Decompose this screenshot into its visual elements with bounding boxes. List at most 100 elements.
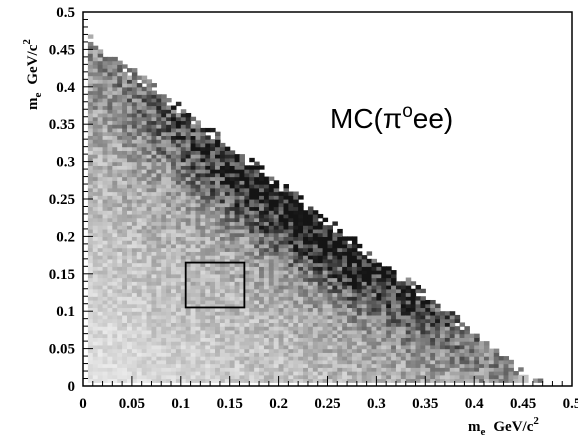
heatmap-cell: [122, 217, 128, 223]
x-tick-label: 0.2: [269, 396, 288, 412]
heatmap-cell: [87, 60, 94, 65]
heatmap-cell: [342, 337, 348, 342]
heatmap-cell: [122, 329, 128, 335]
heatmap-cell: [288, 206, 294, 211]
heatmap-cell: [102, 251, 109, 256]
heatmap-cell: [141, 333, 148, 338]
heatmap-cell: [92, 202, 99, 208]
heatmap-cell: [278, 266, 285, 271]
heatmap-cell: [117, 157, 123, 163]
heatmap-cell: [259, 299, 265, 305]
heatmap-cell: [107, 281, 113, 286]
heatmap-cell: [122, 281, 128, 286]
heatmap-cell: [102, 378, 109, 383]
heatmap-cell: [351, 240, 358, 245]
heatmap-cell: [127, 367, 133, 372]
heatmap-cell: [483, 348, 490, 353]
heatmap-cell: [322, 217, 329, 223]
heatmap-cell: [224, 187, 231, 193]
heatmap-cell: [131, 150, 138, 155]
heatmap-cell: [234, 318, 241, 324]
heatmap-cell: [219, 367, 226, 372]
heatmap-cell: [229, 172, 236, 178]
heatmap-cell: [464, 356, 470, 361]
heatmap-cell: [293, 367, 299, 372]
heatmap-cell: [136, 232, 143, 237]
heatmap-cell: [244, 176, 250, 181]
heatmap-cell: [87, 228, 94, 234]
heatmap-cell: [131, 236, 138, 241]
heatmap-cell: [205, 281, 211, 286]
heatmap-cell: [259, 262, 265, 267]
heatmap-cell: [327, 277, 333, 282]
heatmap-cell: [439, 337, 446, 342]
heatmap-cell: [107, 262, 113, 267]
heatmap-cell: [244, 262, 250, 267]
heatmap-cell: [151, 356, 157, 361]
heatmap-cell: [454, 371, 461, 376]
heatmap-cell: [312, 210, 319, 215]
heatmap-cell: [347, 270, 353, 275]
heatmap-cell: [131, 374, 138, 380]
heatmap-cell: [454, 359, 461, 365]
heatmap-cell: [195, 303, 201, 309]
heatmap-cell: [180, 213, 187, 219]
heatmap-cell: [171, 247, 177, 252]
heatmap-cell: [322, 299, 329, 305]
heatmap-cell: [151, 83, 157, 88]
heatmap-cell: [239, 363, 245, 368]
heatmap-cell: [112, 277, 118, 282]
heatmap-cell: [278, 217, 285, 223]
heatmap-cell: [469, 374, 475, 380]
heatmap-cell: [327, 232, 333, 237]
heatmap-cell: [200, 311, 206, 316]
heatmap-cell: [351, 281, 358, 286]
heatmap-cell: [136, 326, 143, 331]
heatmap-cell: [92, 105, 99, 110]
heatmap-cell: [127, 236, 133, 241]
heatmap-cell: [224, 359, 231, 365]
heatmap-cell: [161, 288, 167, 294]
heatmap-cell: [156, 225, 162, 230]
heatmap-cell: [185, 371, 192, 376]
heatmap-cell: [439, 318, 446, 324]
heatmap-cell: [219, 371, 226, 376]
heatmap-cell: [371, 281, 377, 286]
y-tick-label: 0: [68, 379, 76, 395]
heatmap-cell: [171, 333, 177, 338]
heatmap-cell: [122, 210, 128, 215]
heatmap-cell: [288, 329, 294, 335]
heatmap-cell: [263, 333, 270, 338]
heatmap-cell: [166, 270, 172, 275]
heatmap-cell: [210, 255, 216, 260]
heatmap-cell: [166, 299, 172, 305]
heatmap-cell: [347, 367, 353, 372]
heatmap-cell: [435, 359, 441, 365]
heatmap-cell: [405, 281, 412, 286]
heatmap-cell: [273, 322, 280, 327]
heatmap-cell: [107, 288, 113, 294]
heatmap-cell: [156, 98, 162, 103]
heatmap-cell: [224, 374, 231, 380]
heatmap-cell: [444, 344, 451, 350]
heatmap-cell: [376, 273, 382, 279]
heatmap-cell: [161, 120, 167, 125]
heatmap-cell: [459, 367, 466, 372]
heatmap-cell: [356, 288, 363, 294]
heatmap-cell: [200, 341, 206, 346]
heatmap-cell: [122, 120, 128, 125]
heatmap-cell: [205, 318, 211, 324]
heatmap-cell: [180, 131, 187, 137]
heatmap-cell: [219, 273, 226, 279]
heatmap-cell: [454, 337, 461, 342]
heatmap-cell: [171, 367, 177, 372]
heatmap-cell: [156, 131, 162, 137]
heatmap-cell: [190, 161, 197, 166]
heatmap-cell: [210, 213, 216, 219]
heatmap-cell: [141, 285, 148, 290]
heatmap-cell: [180, 146, 187, 151]
heatmap-cell: [268, 191, 275, 196]
heatmap-cell: [166, 371, 172, 376]
heatmap-cell: [117, 146, 123, 151]
heatmap-cell: [180, 378, 187, 383]
